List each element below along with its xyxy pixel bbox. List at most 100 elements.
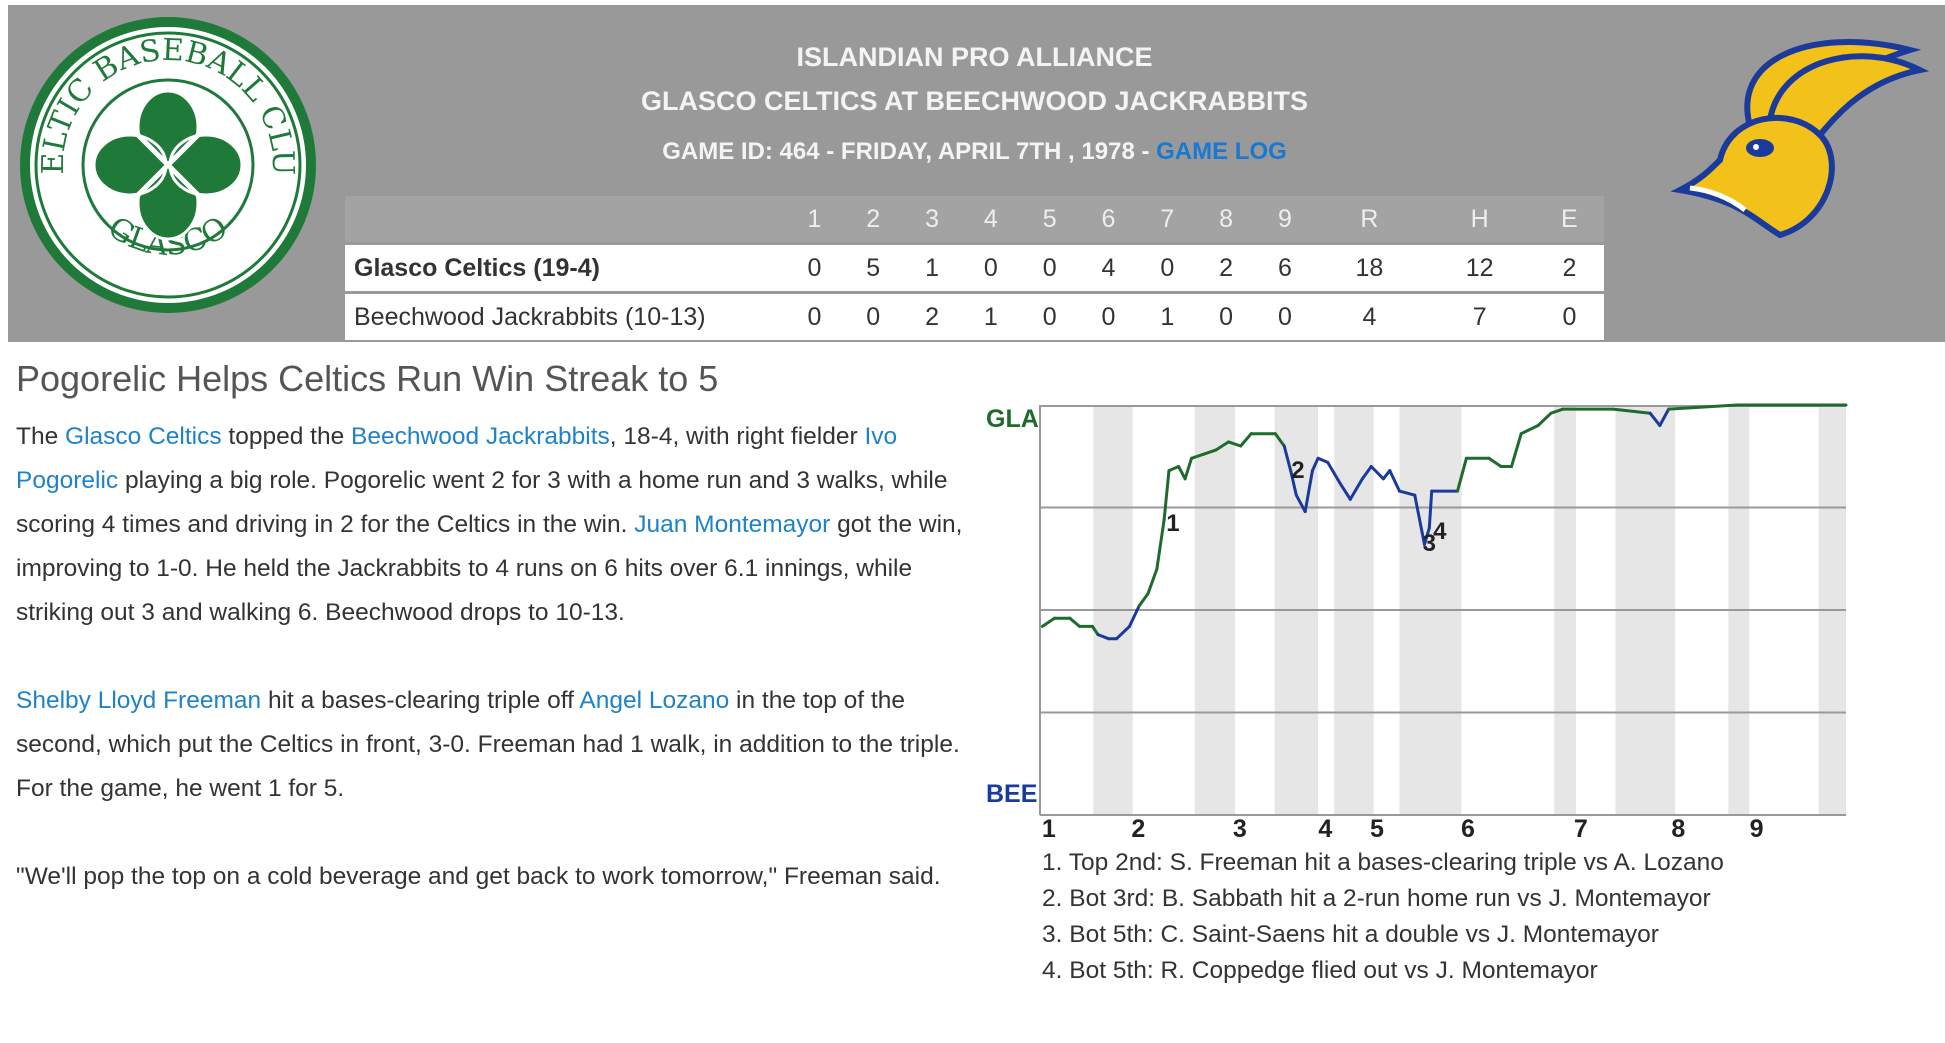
- win-probability-segment: [1177, 465, 1187, 481]
- inning-tick-label: 6: [1461, 815, 1475, 843]
- score-cell: 0: [1020, 242, 1080, 293]
- inning-header: H: [1424, 196, 1535, 244]
- article-text: playing a big role. Pogorelic went 2 for…: [16, 467, 948, 538]
- win-probability-segment: [1096, 633, 1111, 641]
- chart-caption: 2. Bot 3rd: B. Sabbath hit a 2-run home …: [1042, 885, 1711, 912]
- win-probability-segment: [1127, 604, 1141, 628]
- score-cell: 0: [1196, 291, 1256, 340]
- inning-tick-label: 3: [1232, 815, 1247, 843]
- score-cell: 0: [785, 242, 844, 293]
- game-log-link[interactable]: GAME LOG: [1156, 138, 1287, 165]
- article-text: , 18-4, with right fielder: [609, 423, 865, 450]
- inning-tick-label: 9: [1749, 815, 1764, 843]
- matchup-title: GLASCO CELTICS AT BEECHWOOD JACKRABBITS: [641, 86, 1308, 116]
- win-probability-segment: [1611, 407, 1652, 415]
- score-cell: 2: [1196, 242, 1256, 293]
- entity-link[interactable]: Shelby Lloyd Freeman: [16, 687, 262, 714]
- entity-link[interactable]: Beechwood Jackrabbits: [351, 423, 610, 450]
- win-probability-segment: [1190, 452, 1206, 460]
- win-probability-segment: [1146, 567, 1159, 596]
- team-name: Glasco Celtics (19-4): [345, 242, 785, 293]
- article-headline: Pogorelic Helps Celtics Run Win Streak t…: [16, 358, 719, 399]
- win-probability-segment: [1648, 411, 1662, 427]
- linescore-row: Glasco Celtics (19-4) 0 5 1 0 0 4 0 2 6 18 12 2: [345, 242, 1604, 293]
- article-paragraph: "We'll pop the top on a cold beverage an…: [16, 855, 971, 899]
- win-probability-segment: [1090, 624, 1100, 637]
- team-column-header: [345, 196, 785, 244]
- jackrabbits-logo: [1660, 20, 1930, 255]
- inning-tick-label: 8: [1671, 815, 1686, 843]
- inning-header: R: [1314, 196, 1425, 244]
- win-probability-segment: [1115, 624, 1131, 641]
- score-cell: 2: [1534, 242, 1604, 293]
- inning-header: 5: [1020, 196, 1080, 244]
- win-probability-segment: [1388, 469, 1401, 493]
- win-probability-segment: [1510, 432, 1523, 468]
- axis-label-bee: BEE: [986, 780, 1038, 808]
- win-probability-segment: [1303, 469, 1314, 514]
- win-probability-segment: [1667, 403, 1739, 411]
- inning-header: 6: [1079, 196, 1138, 244]
- win-probability-segment: [1183, 456, 1194, 481]
- league-name: ISLANDIAN PRO ALLIANCE: [796, 42, 1153, 72]
- inning-header: 1: [785, 196, 844, 244]
- win-probability-segment: [1326, 460, 1342, 485]
- win-probability-segment: [1536, 411, 1553, 427]
- chart-caption: 3. Bot 5th: C. Saint-Saens hit a double …: [1042, 921, 1659, 948]
- win-probability-segment: [1348, 477, 1364, 501]
- score-cell: 0: [1534, 291, 1604, 340]
- score-cell: 7: [1424, 291, 1535, 340]
- article-text: topped the: [221, 423, 352, 450]
- score-cell: 1: [1137, 291, 1197, 340]
- score-cell: 0: [1137, 242, 1197, 293]
- score-cell: 12: [1424, 242, 1535, 293]
- entity-link[interactable]: Ivo Pogorelic: [16, 423, 898, 494]
- win-probability-segment: [1397, 489, 1417, 497]
- win-probability-segment: [1422, 526, 1431, 546]
- chart-captions: 1. Top 2nd: S. Freeman hit a bases-clear…: [1042, 845, 1724, 989]
- entity-link[interactable]: Glasco Celtics: [65, 423, 222, 450]
- win-probability-segment: [1214, 440, 1231, 452]
- entity-link[interactable]: Juan Montemayor: [634, 511, 831, 538]
- win-probability-segment: [1658, 407, 1671, 427]
- chart-caption: 4. Bot 5th: R. Coppedge flied out vs J. …: [1042, 957, 1598, 984]
- win-probability-segment: [1360, 465, 1373, 481]
- inning-header: 2: [843, 196, 903, 244]
- win-probability-segment: [1549, 407, 1565, 415]
- article-text: got the win, improving to 1-0. He held t…: [16, 511, 963, 626]
- score-cell: 5: [843, 242, 903, 293]
- win-probability-segment: [1369, 465, 1385, 481]
- article-text: The: [16, 423, 66, 450]
- win-probability-segment: [1310, 456, 1320, 473]
- win-probability-segment: [1068, 616, 1081, 628]
- win-probability-segment: [1155, 518, 1166, 571]
- chart-annotation: 4: [1433, 518, 1447, 546]
- chart-annotation: 1: [1166, 509, 1180, 537]
- score-cell: 0: [843, 291, 903, 340]
- win-probability-segment: [1239, 432, 1253, 448]
- inning-header: E: [1534, 196, 1604, 244]
- win-probability-segment: [1289, 469, 1298, 497]
- article-text: hit a bases-clearing triple off: [261, 687, 580, 714]
- inning-tick-label: 5: [1369, 815, 1384, 843]
- win-probability-segment: [1162, 469, 1171, 522]
- win-probability-segment: [1427, 489, 1434, 530]
- score-cell: 4: [1314, 291, 1425, 340]
- score-cell: 0: [1079, 291, 1138, 340]
- win-probability-segment: [1040, 616, 1057, 628]
- article-body: The Glasco Celtics topped the Beechwood …: [16, 415, 971, 943]
- score-cell: 1: [961, 291, 1021, 340]
- win-probability-segment: [1282, 444, 1293, 473]
- inning-header: 4: [961, 196, 1021, 244]
- inning-header: 3: [902, 196, 962, 244]
- win-probability-segment: [1519, 424, 1540, 436]
- score-cell: 1: [902, 242, 962, 293]
- article-text: in the top of the second, which put the …: [16, 687, 960, 802]
- win-probability-segment: [1456, 456, 1468, 493]
- chart-caption: 1. Top 2nd: S. Freeman hit a bases-clear…: [1042, 849, 1724, 876]
- score-cell: 18: [1314, 242, 1425, 293]
- win-probability-segment: [1338, 481, 1352, 501]
- win-probability-segment: [1413, 493, 1426, 546]
- entity-link[interactable]: Angel Lozano: [579, 687, 730, 714]
